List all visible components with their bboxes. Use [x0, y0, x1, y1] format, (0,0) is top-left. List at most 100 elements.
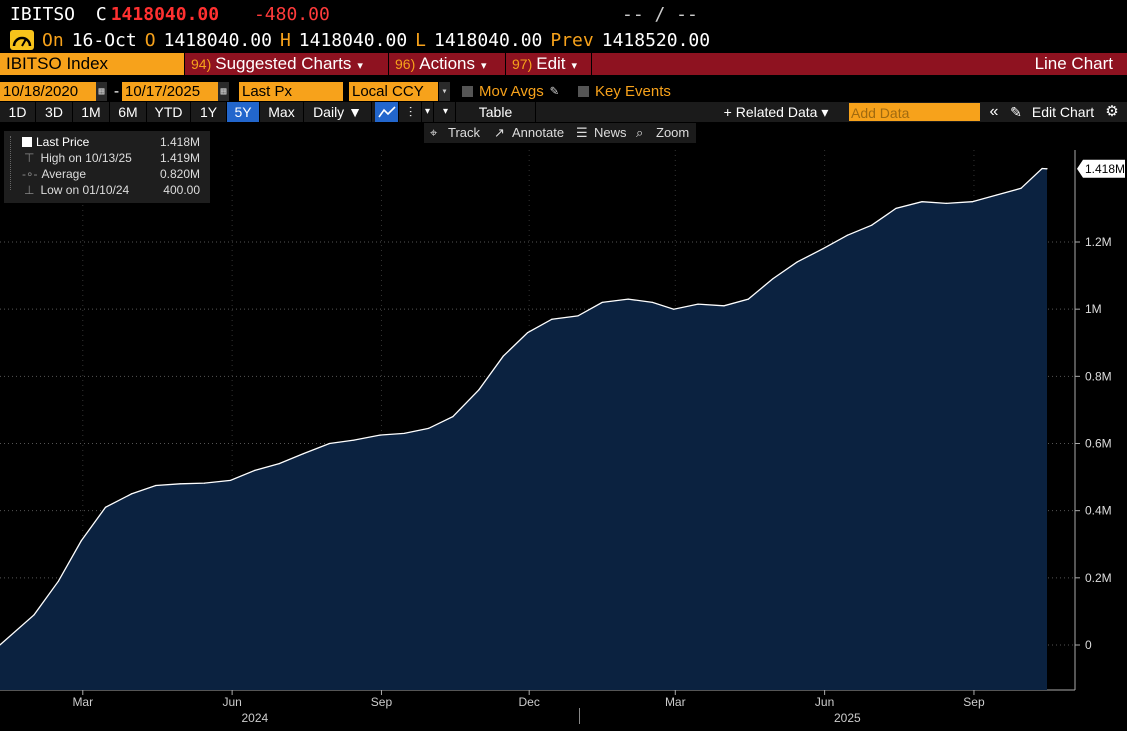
legend-avg: -∘- Average 0.820M — [10, 166, 206, 182]
legend-low-value: 400.00 — [163, 183, 200, 197]
data-point — [895, 207, 897, 210]
y-tick-label: 0 — [1085, 638, 1092, 652]
on-label: On — [42, 29, 64, 51]
data-point — [179, 483, 181, 485]
period-1m[interactable]: 1M — [73, 102, 110, 122]
news-button[interactable]: News — [594, 125, 627, 140]
data-point — [1020, 187, 1022, 189]
chart-legend: Last Price 1.418M ⊤ High on 10/13/25 1.41… — [4, 131, 210, 203]
prev-value: 1418520.00 — [601, 29, 711, 51]
low-value: 1418040.00 — [434, 29, 543, 51]
x-tick-label: Jun — [815, 695, 834, 709]
chart-subtools: ⌖ Track ↗ Annotate ☰ News ⌕ Zoom — [424, 123, 696, 143]
last-value-label: 1.418M — [1085, 162, 1125, 176]
low-label: L — [415, 29, 426, 51]
annotate-button[interactable]: Annotate — [512, 125, 565, 140]
data-point — [945, 202, 947, 204]
table-button[interactable]: Table — [456, 102, 536, 122]
data-point — [379, 434, 381, 436]
data-point — [229, 479, 232, 482]
line-chart-icon[interactable] — [375, 102, 399, 122]
close-value: 1418040.00 — [110, 4, 220, 25]
last-value-tag — [1077, 159, 1125, 178]
data-point — [1041, 167, 1043, 170]
actions-menu[interactable]: 96) Actions ▾ — [389, 53, 506, 75]
bid-ask: -- / -- — [622, 4, 698, 25]
prev-label: Prev — [550, 29, 594, 51]
high-label: H — [279, 29, 291, 51]
data-point — [697, 303, 699, 305]
chart-controls: 10/18/2020 ▦ - 10/17/2025 ▦ Last Px Loca… — [0, 82, 1127, 102]
crosshair-icon[interactable]: ⌖ — [430, 125, 438, 140]
end-date-field[interactable]: 10/17/2025 — [122, 82, 218, 101]
speedometer-icon[interactable] — [10, 30, 34, 50]
gear-icon[interactable]: ⚙ — [1105, 103, 1119, 120]
x-tick-label: Sep — [963, 695, 985, 709]
data-point — [452, 416, 454, 418]
data-point — [601, 301, 603, 304]
start-date-field[interactable]: 10/18/2020 — [0, 82, 96, 101]
add-data-input[interactable]: Add Data — [849, 103, 980, 121]
collapse-icon[interactable]: « — [989, 103, 999, 120]
period-3d[interactable]: 3D — [36, 102, 73, 122]
period-ytd[interactable]: YTD — [147, 102, 191, 122]
key-events-label: Key Events — [595, 83, 671, 100]
y-tick-label: 1.2M — [1085, 235, 1112, 249]
quote-detail-row: On 16-Oct O 1418040.00 H 1418040.00 L 14… — [10, 28, 718, 52]
chevron-down-icon[interactable]: ▾ — [439, 82, 450, 101]
data-point — [921, 201, 923, 203]
zoom-button[interactable]: Zoom — [656, 125, 690, 140]
calendar-icon[interactable]: ▦ — [96, 82, 107, 101]
chevron-down-icon[interactable]: ▾ — [422, 102, 434, 122]
mov-avgs-label: Mov Avgs — [479, 83, 544, 100]
low-marker-icon: ⊥ — [24, 183, 35, 197]
related-data-button[interactable]: + Related Data ▾ — [723, 104, 829, 120]
y-tick-label: 0.8M — [1085, 369, 1112, 383]
data-point — [130, 493, 133, 495]
data-point — [328, 442, 331, 445]
zoom-icon[interactable]: ⌕ — [636, 125, 644, 140]
data-point — [104, 506, 107, 508]
data-point — [203, 482, 206, 484]
edit-chart-button[interactable]: Edit Chart — [1031, 104, 1095, 120]
data-point — [723, 305, 725, 307]
period-1y[interactable]: 1Y — [191, 102, 227, 122]
data-point — [577, 315, 579, 317]
field-selector[interactable]: Last Px — [239, 82, 343, 101]
calendar-icon[interactable]: ▦ — [218, 82, 229, 101]
legend-last-label: Last Price — [36, 135, 90, 149]
data-point — [302, 452, 305, 455]
data-point — [551, 318, 553, 320]
security-field[interactable]: IBITSO Index — [0, 53, 185, 75]
suggested-charts-menu[interactable]: 94) Suggested Charts ▾ — [185, 53, 389, 75]
data-point — [0, 644, 1, 646]
legend-high-label: High on 10/13/25 — [40, 151, 132, 165]
key-events-checkbox[interactable] — [578, 86, 589, 97]
track-button[interactable]: Track — [448, 125, 481, 140]
data-point — [80, 540, 82, 542]
legend-high: ⊤ High on 10/13/25 1.419M — [10, 150, 206, 166]
average-marker-icon: -∘- — [22, 167, 38, 181]
period-max[interactable]: Max — [260, 102, 304, 122]
pencil-icon[interactable]: ✎ — [1010, 104, 1022, 120]
mov-avgs-checkbox[interactable] — [462, 86, 473, 97]
pencil-icon[interactable]: ✎ — [550, 83, 559, 99]
period-5y[interactable]: 5Y — [227, 102, 260, 122]
price-chart[interactable]: 0 0.2M 0.4M 0.6M 0.8M 1M 1.2M Mar Jun Sep Dec Mar Ju… — [0, 140, 1127, 731]
frequency-selector[interactable]: Daily ▼ — [304, 102, 372, 122]
period-6m[interactable]: 6M — [110, 102, 147, 122]
high-value: 1418040.00 — [298, 29, 408, 51]
bar-style-icon[interactable]: ⫶ — [400, 102, 422, 122]
chevron-down-icon[interactable]: ▾ — [436, 102, 456, 122]
annotate-icon[interactable]: ↗ — [494, 125, 505, 140]
data-point — [673, 308, 675, 310]
square-icon — [22, 137, 32, 147]
data-point — [747, 298, 749, 300]
chart-type-label: Line Chart — [1034, 54, 1113, 73]
period-toolbar: 1D 3D 1M 6M YTD 1Y 5Y Max Daily ▼ ⫶ ▾ ▾ … — [0, 102, 1127, 122]
period-1d[interactable]: 1D — [0, 102, 36, 122]
edit-menu[interactable]: 97) Edit ▾ — [506, 53, 592, 75]
close-label: C — [95, 4, 107, 25]
news-icon[interactable]: ☰ — [576, 125, 588, 140]
currency-selector[interactable]: Local CCY — [349, 82, 438, 101]
